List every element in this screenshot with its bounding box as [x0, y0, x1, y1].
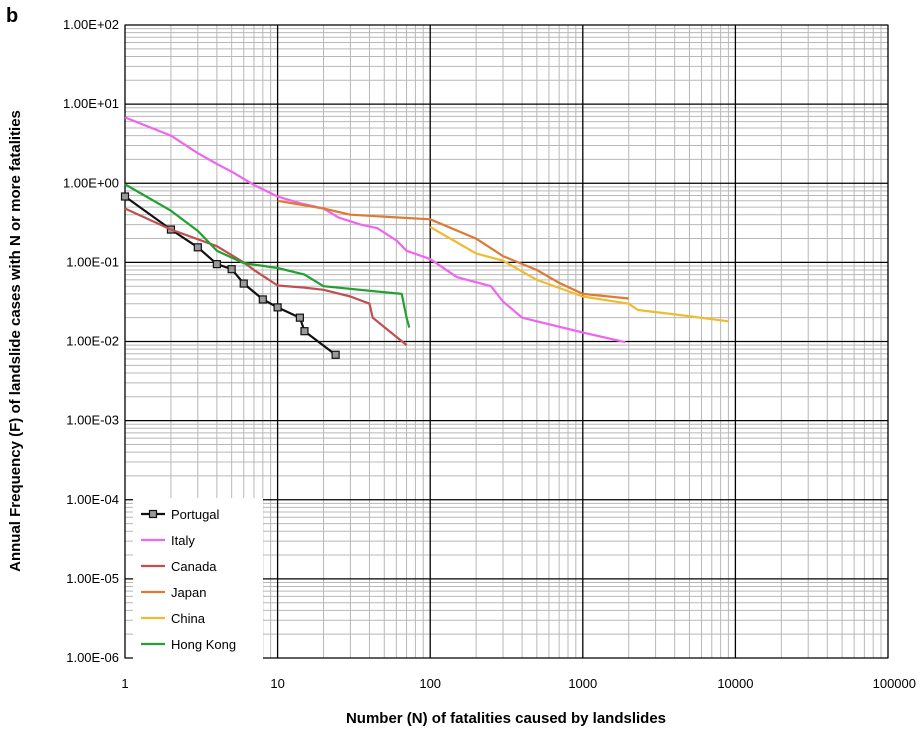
x-tick-label: 100: [419, 676, 441, 691]
y-tick-labels: 1.00E-06 1.00E-05 1.00E-04 1.00E-03 1.00E-02…: [63, 17, 119, 665]
data-point-portugal: [273, 303, 282, 312]
legend-label-canada: Canada: [171, 559, 217, 574]
x-tick-label: 10000: [717, 676, 753, 691]
data-point-portugal: [300, 327, 309, 336]
y-tick-label: 1.00E-03: [66, 413, 119, 428]
legend: Portugal Italy Canada Japan China Hong Kong: [133, 498, 263, 660]
x-tick-labels: 1 10 100 1000 10000 100000: [121, 676, 916, 691]
y-tick-label: 1.00E+00: [63, 175, 119, 190]
legend-label-china: China: [171, 611, 206, 626]
x-tick-label: 10: [270, 676, 284, 691]
legend-label-japan: Japan: [171, 585, 206, 600]
legend-box: [133, 498, 263, 660]
legend-label-portugal: Portugal: [171, 507, 220, 522]
y-tick-label: 1.00E-02: [66, 334, 119, 349]
data-point-portugal: [227, 265, 236, 274]
data-point-portugal: [193, 243, 202, 252]
series-line-china: [429, 226, 729, 323]
series-line-hong-kong: [124, 183, 411, 328]
y-tick-label: 1.00E-04: [66, 492, 119, 507]
y-axis-title: Annual Frequency (F) of landslide cases …: [7, 110, 24, 572]
y-tick-label: 1.00E+02: [63, 17, 119, 32]
data-point-portugal: [120, 192, 130, 201]
data-point-portugal: [239, 279, 248, 288]
x-tick-label: 1: [121, 676, 128, 691]
x-tick-label: 1000: [568, 676, 597, 691]
y-tick-label: 1.00E-06: [66, 650, 119, 665]
data-point-portugal: [212, 260, 221, 269]
plot-border: [124, 24, 889, 659]
data-point-portugal: [331, 350, 340, 359]
x-axis-title: Number (N) of fatalities caused by lands…: [346, 710, 666, 727]
data-point-portugal: [295, 313, 304, 322]
data-point-portugal: [258, 295, 267, 304]
y-tick-label: 1.00E-01: [66, 254, 119, 269]
legend-label-hong-kong: Hong Kong: [171, 637, 236, 652]
legend-label-italy: Italy: [171, 533, 195, 548]
x-tick-label: 100000: [873, 676, 916, 691]
y-tick-label: 1.00E-05: [66, 571, 119, 586]
series-line-italy: [124, 116, 626, 344]
series-line-japan: [277, 199, 629, 300]
y-tick-label: 1.00E+01: [63, 96, 119, 111]
legend-marker-portugal: [148, 509, 158, 519]
panel-label: b: [6, 5, 18, 27]
series-layer: [120, 116, 729, 359]
